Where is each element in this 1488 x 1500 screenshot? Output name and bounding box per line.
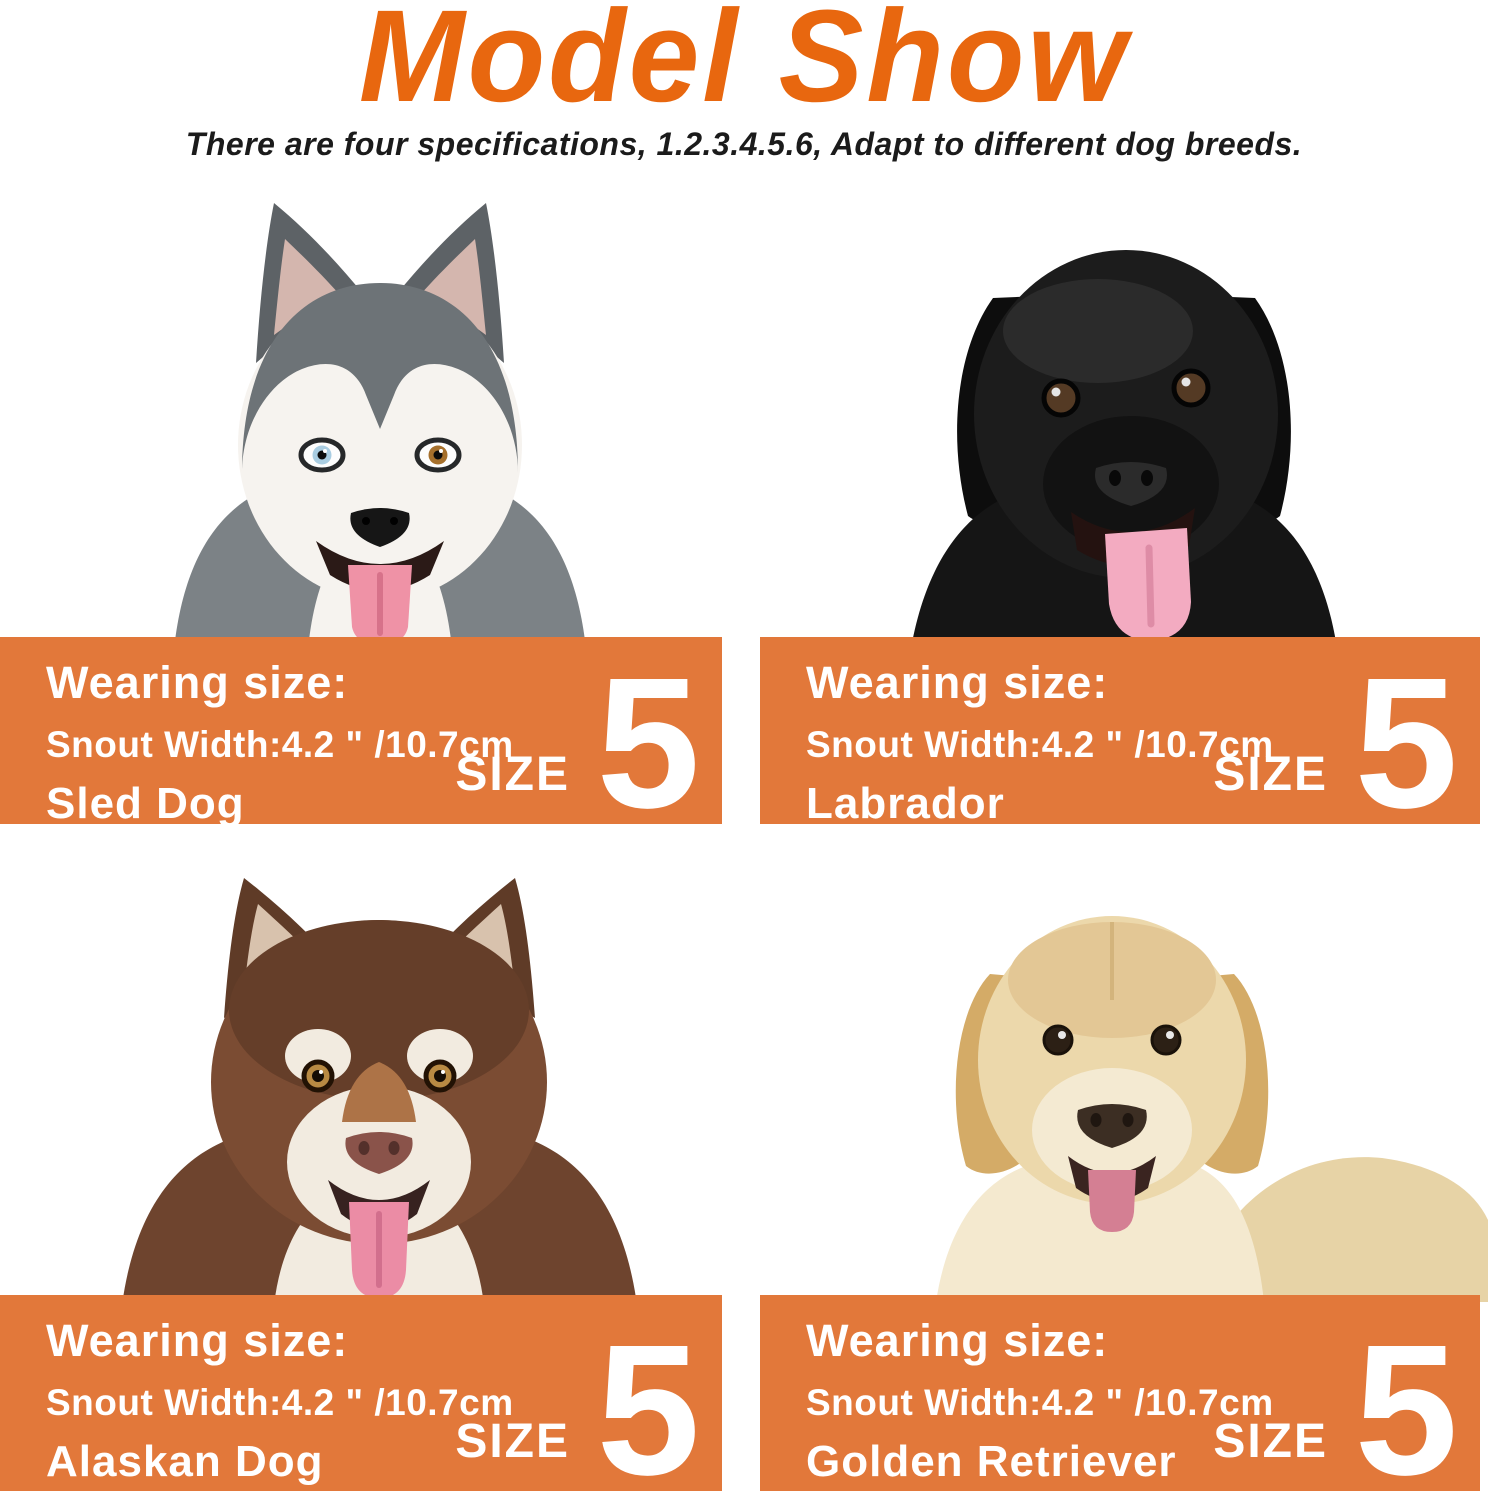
husky-brown-eye (414, 437, 462, 473)
alaskan-tongue (349, 1202, 409, 1298)
size-card-text: Wearing size: Snout Width:4.2 " /10.7cm … (806, 657, 1274, 829)
breed-name: Sled Dog (46, 779, 245, 828)
husky-crown (242, 283, 518, 473)
size-value: 5 (1354, 639, 1458, 847)
size-card-labrador: Wearing size: Snout Width:4.2 " /10.7cm … (760, 637, 1480, 847)
breed-name: Labrador (806, 779, 1005, 828)
size-value: 5 (596, 639, 700, 847)
wearing-size-label: Wearing size: (806, 657, 1109, 708)
alaskan-photo (122, 850, 637, 1305)
alaskan-eyes (301, 1059, 457, 1093)
alaskan-nose (345, 1132, 413, 1174)
snout-width-value: Snout Width:4.2 " /10.7cm (806, 724, 1274, 765)
golden-chest (936, 1160, 1264, 1302)
size-card-golden-retriever: Wearing size: Snout Width:4.2 " /10.7cm … (760, 1295, 1480, 1500)
husky-photo (168, 183, 592, 649)
snout-width-value: Snout Width:4.2 " /10.7cm (46, 724, 514, 765)
golden-tongue (1088, 1170, 1136, 1232)
husky-face (238, 289, 522, 601)
husky-tongue (348, 565, 412, 645)
golden-body (1192, 1157, 1488, 1302)
size-label: SIZE (455, 748, 570, 801)
breed-name: Alaskan Dog (46, 1437, 324, 1486)
golden-retriever-photo (872, 878, 1488, 1302)
size-value: 5 (596, 1306, 700, 1500)
labrador-sheen (1003, 279, 1193, 383)
alaskan-snout-bridge (342, 1062, 416, 1122)
husky-blue-eye (298, 437, 346, 473)
golden-retriever-illustration (936, 916, 1488, 1302)
husky-ears (256, 203, 504, 363)
alaskan-eyebrow-patches (285, 1029, 473, 1083)
husky-nose (350, 508, 410, 547)
breed-name: Golden Retriever (806, 1437, 1177, 1486)
labrador-illustration (911, 250, 1337, 648)
wearing-size-label: Wearing size: (46, 1315, 349, 1366)
size-card-text: Wearing size: Snout Width:4.2 " /10.7cm … (46, 657, 514, 829)
size-card-text: Wearing size: Snout Width:4.2 " /10.7cm … (806, 1315, 1274, 1487)
size-card-text: Wearing size: Snout Width:4.2 " /10.7cm … (46, 1315, 514, 1487)
snout-width-value: Snout Width:4.2 " /10.7cm (46, 1382, 514, 1423)
labrador-tongue (1105, 528, 1191, 641)
alaskan-illustration (122, 878, 637, 1305)
husky-illustration (174, 203, 586, 649)
size-card-alaskan-dog: Wearing size: Snout Width:4.2 " /10.7cm … (0, 1295, 722, 1500)
wearing-size-label: Wearing size: (806, 1315, 1109, 1366)
snout-width-value: Snout Width:4.2 " /10.7cm (806, 1382, 1274, 1423)
size-label: SIZE (1213, 748, 1328, 801)
page-subtitle: There are four specifications, 1.2.3.4.5… (185, 126, 1303, 162)
size-label: SIZE (1213, 1415, 1328, 1468)
size-value: 5 (1354, 1306, 1458, 1500)
page-title: Model Show (358, 0, 1130, 129)
labrador-photo (893, 186, 1355, 648)
size-label: SIZE (455, 1415, 570, 1468)
wearing-size-label: Wearing size: (46, 657, 349, 708)
labrador-nose (1095, 462, 1167, 506)
golden-nose (1077, 1104, 1147, 1148)
golden-eyes (1042, 1024, 1182, 1056)
labrador-eyes (1041, 368, 1211, 418)
size-card-sled-dog: Wearing size: Snout Width:4.2 " /10.7cm … (0, 637, 722, 847)
